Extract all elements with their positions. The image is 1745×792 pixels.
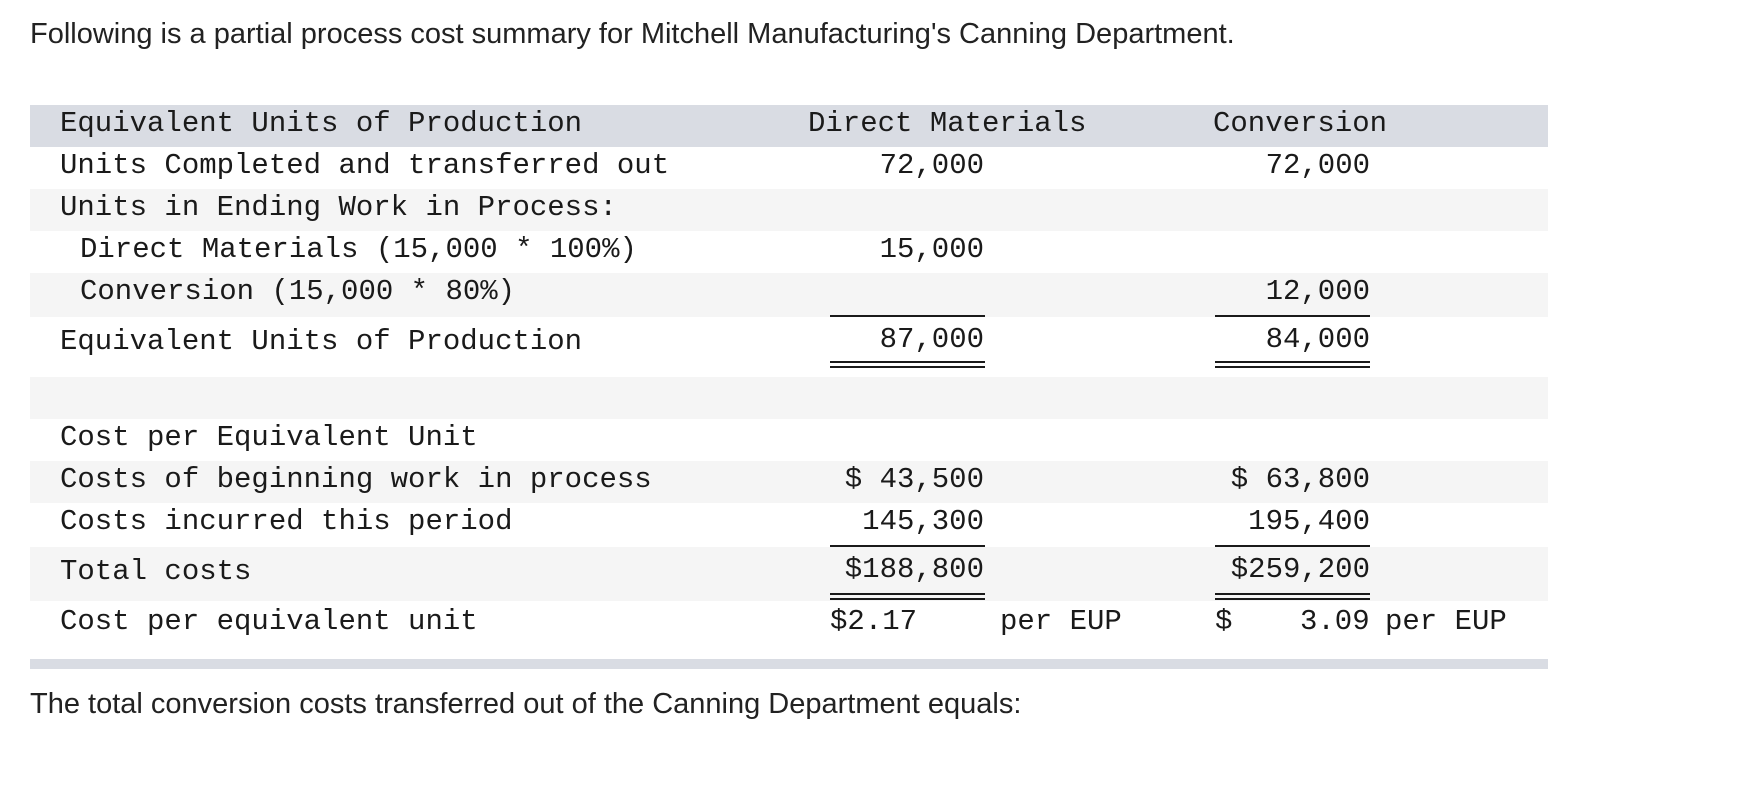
row-label: Units Completed and transferred out [60, 149, 670, 182]
table-header-row: Equivalent Units of Production Direct Ma… [30, 105, 1548, 147]
dm-value: 72,000 [879, 149, 984, 182]
table-row: Direct Materials (15,000 * 100%) 15,000 [30, 231, 1548, 273]
cv-value: $ 63,800 [1230, 463, 1370, 496]
table-row: Conversion (15,000 * 80%) 12,000 [30, 273, 1548, 317]
dm-underline [830, 545, 985, 547]
cv-double-underline [1215, 593, 1370, 600]
row-label: Costs incurred this period [60, 505, 513, 538]
question-text: The total conversion costs transferred o… [30, 688, 1022, 720]
row-label: Equivalent Units of Production [60, 325, 583, 358]
row-label: Direct Materials (15,000 * 100%) [80, 233, 637, 266]
row-label: Cost per equivalent unit [60, 605, 478, 638]
table-row: Cost per equivalent unit $2.17 per EUP $… [30, 601, 1548, 659]
dm-cost-per-unit: $2.17 [830, 605, 918, 638]
cv-underline [1215, 545, 1370, 547]
cv-dollar-sign: $ [1215, 605, 1233, 638]
cv-cost-per-unit: 3.09 [1300, 605, 1370, 638]
dm-value: $188,800 [844, 553, 984, 586]
row-label: Units in Ending Work in Process: [60, 191, 617, 224]
table-row: Costs of beginning work in process $ 43,… [30, 461, 1548, 503]
table-row: Equivalent Units of Production 87,000 84… [30, 317, 1548, 377]
table-row-spacer [30, 377, 1548, 419]
table-row: Cost per Equivalent Unit [30, 419, 1548, 461]
intro-text: Following is a partial process cost summ… [30, 18, 1235, 50]
table-row: Units in Ending Work in Process: [30, 189, 1548, 231]
dm-double-underline [830, 593, 985, 600]
header-label: Equivalent Units of Production [60, 107, 583, 140]
table-footer-bar [30, 659, 1548, 669]
dm-value: $ 43,500 [844, 463, 984, 496]
table-row: Total costs $188,800 $259,200 [30, 547, 1548, 601]
row-label: Costs of beginning work in process [60, 463, 652, 496]
cv-per-eup: per EUP [1385, 605, 1507, 638]
header-direct-materials: Direct Materials [808, 107, 1087, 140]
row-label: Total costs [60, 555, 252, 588]
cv-underline [1215, 315, 1370, 317]
dm-underline [830, 315, 985, 317]
cv-value: 195,400 [1248, 505, 1370, 538]
cv-value: 72,000 [1265, 149, 1370, 182]
header-conversion: Conversion [1213, 107, 1388, 140]
process-cost-table: Equivalent Units of Production Direct Ma… [30, 105, 1548, 669]
row-label: Conversion (15,000 * 80%) [80, 275, 516, 308]
cv-double-underline [1215, 361, 1370, 368]
table-row: Costs incurred this period 145,300 195,4… [30, 503, 1548, 547]
cv-value: 84,000 [1265, 323, 1370, 356]
table-row: Units Completed and transferred out 72,0… [30, 147, 1548, 189]
cv-value: 12,000 [1265, 275, 1370, 308]
cv-value: $259,200 [1230, 553, 1370, 586]
dm-value: 15,000 [879, 233, 984, 266]
dm-per-eup: per EUP [1000, 605, 1122, 638]
dm-value: 145,300 [862, 505, 984, 538]
row-label: Cost per Equivalent Unit [60, 421, 478, 454]
dm-double-underline [830, 361, 985, 368]
dm-value: 87,000 [879, 323, 984, 356]
